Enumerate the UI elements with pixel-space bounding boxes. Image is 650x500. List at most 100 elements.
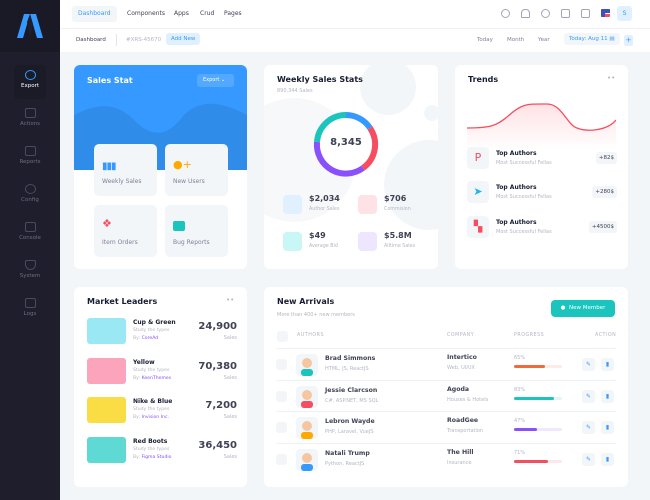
stat-value: $49	[309, 231, 326, 240]
new-member-button[interactable]: ● New Member	[551, 300, 615, 317]
company-name: The Hill	[447, 448, 474, 456]
delete-button[interactable]: ▮	[601, 389, 614, 403]
edit-button[interactable]: ✎	[582, 421, 595, 434]
add-new-button[interactable]: Add New	[166, 33, 201, 45]
search-icon[interactable]	[501, 9, 510, 18]
delete-button[interactable]: ▮	[601, 421, 614, 434]
copy-icon[interactable]	[581, 9, 590, 18]
bell-icon[interactable]	[521, 9, 530, 18]
card-title: Weekly Sales Stats	[277, 75, 363, 84]
settings-icon[interactable]	[541, 9, 550, 18]
header-authors[interactable]: AUTHORS	[297, 333, 324, 338]
export-dropdown[interactable]: Export ⌄	[197, 74, 234, 87]
user-avatar[interactable]: S	[617, 6, 632, 21]
edit-button[interactable]: ✎	[582, 452, 595, 466]
donut-segment-blue	[345, 112, 373, 130]
more-icon[interactable]: ••	[607, 74, 616, 82]
item-name: Nike & Blue	[133, 398, 173, 405]
table-row: Lebron Wayde PHP, Laravel, VueJS RoadGee…	[276, 411, 616, 443]
item-sub: Study the types	[133, 447, 170, 452]
sidebar-item-reports[interactable]: Reports	[14, 141, 46, 175]
cart-icon[interactable]	[561, 9, 570, 18]
nav-pages[interactable]: Pages	[224, 10, 242, 17]
page-title: Dashboard	[76, 37, 106, 43]
filter-today[interactable]: Today	[477, 37, 493, 43]
flag-icon[interactable]	[601, 9, 610, 17]
item-value: 24,900	[198, 321, 237, 332]
nav-components[interactable]: Components	[127, 10, 165, 17]
market-item[interactable]: Yellow Study the types By: KeenThemes 70,38…	[87, 358, 237, 386]
avatar	[296, 448, 318, 471]
market-item[interactable]: Nike & Blue Study the types By: Invision I…	[87, 397, 237, 425]
card-title: Sales Stat	[87, 76, 133, 85]
nav-apps[interactable]: Apps	[174, 10, 189, 17]
progress-bar	[514, 396, 562, 400]
edit-button[interactable]: ✎	[582, 358, 595, 371]
row-checkbox[interactable]	[276, 453, 287, 465]
product-image	[87, 397, 126, 423]
stat-value: $5.8M	[384, 231, 412, 240]
trend-chart	[467, 103, 616, 150]
row-checkbox[interactable]	[276, 422, 287, 433]
tile-bug-reports[interactable]: Bug Reports	[165, 205, 228, 257]
sidebar-item-export[interactable]: Export	[14, 65, 46, 99]
monitor-icon	[24, 222, 36, 232]
sidebar-item-config[interactable]: Config	[14, 179, 46, 213]
delete-button[interactable]: ▮	[601, 452, 614, 466]
author-link[interactable]: Invision Inc.	[141, 415, 169, 420]
table-row: Brad Simmons HTML, JS, ReactJS Intertico…	[276, 348, 616, 380]
trend-item[interactable]: ▚ Top Authors Most Successful Fellas +4500$	[467, 216, 617, 240]
filter-year[interactable]: Year	[538, 37, 550, 43]
author-link[interactable]: Figma Studio	[141, 455, 172, 460]
filter-month[interactable]: Month	[507, 37, 525, 43]
person-avatar-icon	[301, 421, 313, 439]
trend-badge: +280$	[592, 186, 617, 198]
author-name[interactable]: Brad Simmons	[325, 355, 376, 362]
sidebar-item-system[interactable]: System	[14, 255, 46, 289]
nav-crud[interactable]: Crud	[200, 10, 215, 17]
delete-button[interactable]: ▮	[601, 358, 614, 371]
header-company[interactable]: COMPANY	[447, 333, 475, 338]
card-subtitle: 890,344 Sales	[277, 88, 313, 94]
author-name[interactable]: Lebron Wayde	[325, 418, 375, 425]
nav-dashboard[interactable]: Dashboard	[72, 6, 117, 22]
sidebar-item-actions[interactable]: Actions	[14, 103, 46, 137]
logo[interactable]	[0, 0, 60, 52]
row-checkbox[interactable]	[276, 359, 287, 370]
tile-weekly-sales[interactable]: ▮▮▮ Weekly Sales	[94, 144, 157, 196]
progress-fill	[514, 365, 546, 368]
author-link[interactable]: KeenThemes	[141, 376, 172, 381]
by-label: By:	[133, 455, 141, 460]
tile-item-orders[interactable]: ❖ Item Orders	[94, 205, 157, 257]
item-unit: Sales	[223, 335, 237, 341]
company-name: Agoda	[447, 385, 470, 393]
tile-new-users[interactable]: ●+ New Users	[165, 144, 228, 196]
select-all-checkbox[interactable]	[277, 331, 288, 342]
sidebar-item-label: Export	[20, 83, 39, 89]
author-link[interactable]: CoreAd	[141, 336, 159, 341]
item-sub: Study the types	[133, 328, 170, 333]
by-label: By:	[133, 336, 141, 341]
header-progress[interactable]: PROGRESS	[514, 333, 545, 338]
market-item[interactable]: Red Boots Study the types By: Figma Studio…	[87, 437, 237, 465]
add-file-button[interactable]: +	[624, 35, 633, 46]
author-skills: PHP, Laravel, VueJS	[325, 429, 374, 435]
date-picker[interactable]: Today: Aug 11 ▤	[564, 33, 620, 45]
trend-item[interactable]: ➤ Top Authors Most Successful Fellas +280$	[467, 181, 617, 205]
card-title: New Arrivals	[277, 297, 335, 306]
mail-icon	[173, 221, 185, 231]
author-name[interactable]: Natali Trump	[325, 449, 370, 457]
stat-commission: $706 Commision	[358, 193, 433, 217]
row-checkbox[interactable]	[276, 390, 287, 402]
more-icon[interactable]: ••	[226, 296, 235, 304]
author-name[interactable]: Jessie Clarcson	[325, 386, 378, 394]
trend-item[interactable]: P Top Authors Most Successful Fellas +82$	[467, 147, 617, 171]
header-action: ACTION	[595, 333, 617, 338]
item-unit: Sales	[223, 454, 237, 460]
market-item[interactable]: Cup & Green Study the types By: CoreAd 24,9…	[87, 318, 237, 346]
edit-button[interactable]: ✎	[582, 389, 595, 403]
sidebar-item-logs[interactable]: Logs	[14, 293, 46, 327]
item-by: By: CoreAd	[133, 336, 158, 341]
sidebar-item-console[interactable]: Console	[14, 217, 46, 251]
button-label: New Member	[568, 305, 606, 311]
